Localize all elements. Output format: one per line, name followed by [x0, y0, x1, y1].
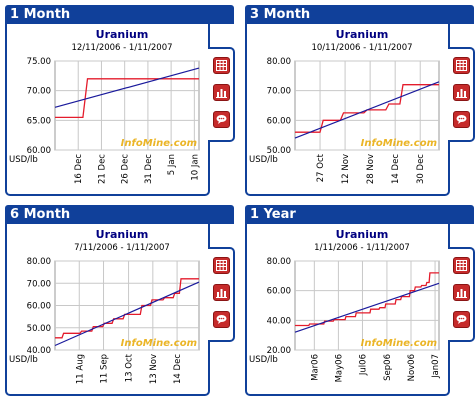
chart-panel-1-month: 1 Month Uranium 12/11/2006 - 1/11/2007 60.…	[5, 5, 235, 200]
y-tick-label: 75.00	[27, 57, 51, 67]
x-tick-label: 31 Dec	[144, 154, 154, 184]
x-tick-label: 10 Jan	[190, 154, 200, 181]
y-tick-label: 70.00	[27, 279, 51, 289]
y-tick-label: 50.00	[27, 324, 51, 334]
trend-line	[294, 81, 440, 139]
comment-button[interactable]	[453, 111, 470, 128]
y-tick-label: 70.00	[27, 87, 51, 97]
chart-panel-1-year: 1 Year Uranium 1/11/2006 - 1/11/2007 20.00…	[245, 205, 475, 400]
price-line	[55, 78, 199, 119]
x-tick-label: 13 Oct	[125, 353, 135, 382]
chart-subtitle: 12/11/2006 - 1/11/2007	[71, 43, 172, 53]
table-view-button[interactable]	[453, 257, 470, 274]
watermark: InfoMine.com	[361, 138, 437, 149]
bar-chart-view-button[interactable]	[213, 84, 230, 101]
y-axis-unit-label: USD/lb	[9, 355, 38, 365]
plot-area	[54, 60, 200, 151]
x-tick-label: 26 Dec	[121, 154, 131, 184]
y-axis-unit-label: USD/lb	[249, 155, 278, 165]
x-tick-label: 13 Nov	[149, 354, 159, 384]
chart-title: Uranium	[336, 28, 389, 41]
bar-chart-view-button[interactable]	[453, 284, 470, 301]
y-tick-label: 80.00	[27, 257, 51, 267]
x-tick-label: Mar06	[310, 354, 320, 381]
y-tick-label: 40.00	[27, 346, 51, 356]
chart-subtitle: 1/11/2006 - 1/11/2007	[314, 243, 410, 253]
y-tick-label: 50.00	[267, 146, 291, 156]
x-tick-label: 16 Dec	[74, 154, 84, 184]
watermark: InfoMine.com	[361, 338, 437, 349]
watermark: InfoMine.com	[121, 138, 197, 149]
table-view-button[interactable]	[213, 257, 230, 274]
side-toolbar	[208, 247, 235, 342]
y-axis-unit-label: USD/lb	[9, 155, 38, 165]
y-tick-label: 40.00	[267, 316, 291, 326]
comment-button[interactable]	[213, 311, 230, 328]
x-tick-label: Nov06	[407, 354, 417, 381]
price-chart: Uranium 10/11/2006 - 1/11/2007 50.00 60.00 7…	[249, 28, 440, 184]
y-tick-label: 80.00	[267, 57, 291, 67]
x-tick-label: Jan07	[431, 354, 441, 379]
y-tick-label: 20.00	[267, 346, 291, 356]
chart-panel-3-month: 3 Month Uranium 10/11/2006 - 1/11/2007 50.…	[245, 5, 475, 200]
chart-subtitle: 7/11/2006 - 1/11/2007	[74, 243, 170, 253]
panel-title: 6 Month	[5, 205, 234, 224]
trend-line	[54, 67, 200, 108]
plot-area	[294, 260, 440, 351]
x-tick-label: 28 Nov	[366, 154, 376, 184]
x-tick-label: 30 Dec	[416, 154, 426, 184]
chart-subtitle: 10/11/2006 - 1/11/2007	[311, 43, 412, 53]
y-tick-label: 80.00	[267, 257, 291, 267]
table-view-button[interactable]	[453, 57, 470, 74]
x-tick-label: 27 Oct	[316, 153, 326, 182]
bar-chart-view-button[interactable]	[453, 84, 470, 101]
bar-chart-view-button[interactable]	[213, 284, 230, 301]
comment-button[interactable]	[213, 111, 230, 128]
price-chart: Uranium 7/11/2006 - 1/11/2007 40.00 50.00 60…	[9, 228, 200, 384]
plot-area	[294, 60, 440, 151]
side-toolbar	[448, 247, 475, 342]
comment-button[interactable]	[453, 311, 470, 328]
y-tick-label: 60.00	[27, 146, 51, 156]
watermark: InfoMine.com	[121, 338, 197, 349]
side-toolbar	[208, 47, 235, 142]
price-chart: Uranium 1/11/2006 - 1/11/2007 20.00 40.00 60…	[249, 228, 441, 382]
y-tick-label: 60.00	[27, 302, 51, 312]
y-tick-label: 65.00	[27, 116, 51, 126]
x-tick-label: 14 Dec	[391, 154, 401, 184]
panel-title: 1 Year	[245, 205, 474, 224]
chart-title: Uranium	[336, 228, 389, 241]
table-view-button[interactable]	[213, 57, 230, 74]
y-tick-label: 70.00	[267, 87, 291, 97]
x-tick-label: Sep06	[383, 354, 393, 381]
price-line	[295, 272, 439, 327]
x-tick-label: 12 Nov	[341, 154, 351, 184]
x-tick-label: 11 Aug	[75, 354, 85, 384]
trend-line	[54, 281, 200, 347]
y-axis-unit-label: USD/lb	[249, 355, 278, 365]
panel-title: 1 Month	[5, 5, 234, 24]
trend-line	[294, 282, 440, 333]
x-tick-label: 5 Jan	[167, 154, 177, 175]
x-tick-label: 11 Sep	[100, 354, 110, 384]
x-tick-label: Jul06	[358, 354, 368, 376]
side-toolbar	[448, 47, 475, 142]
panel-title: 3 Month	[245, 5, 474, 24]
price-chart: Uranium 12/11/2006 - 1/11/2007 60.00 65.00 7…	[9, 28, 200, 184]
x-tick-label: May06	[334, 354, 344, 382]
chart-title: Uranium	[96, 228, 149, 241]
y-tick-label: 60.00	[267, 287, 291, 297]
x-tick-label: 14 Dec	[173, 354, 183, 384]
price-line	[55, 278, 199, 339]
x-tick-label: 21 Dec	[97, 154, 107, 184]
chart-title: Uranium	[96, 28, 149, 41]
price-line	[295, 84, 439, 133]
chart-panel-6-month: 6 Month Uranium 7/11/2006 - 1/11/2007 40.0…	[5, 205, 235, 400]
y-tick-label: 60.00	[267, 116, 291, 126]
